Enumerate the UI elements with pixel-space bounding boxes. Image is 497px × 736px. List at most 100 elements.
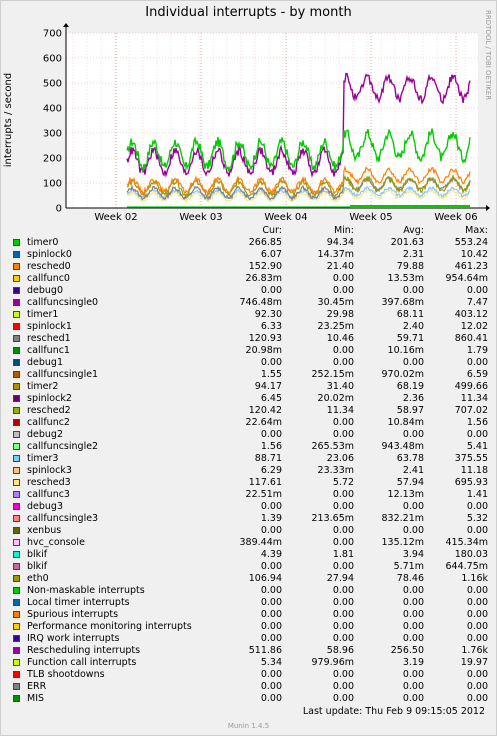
legend-avg-value: 2.41 <box>402 465 424 476</box>
legend-min-value: 0.00 <box>332 489 354 500</box>
legend-avg-value: 3.94 <box>402 549 424 560</box>
legend-row: debug3 0.00 0.00 0.00 0.00 <box>12 501 488 513</box>
legend-column-header: Avg: <box>403 225 424 236</box>
legend-series-name: debug0 <box>27 285 64 296</box>
legend-max-value: 695.93 <box>454 477 488 488</box>
y-axis-arrow <box>63 23 69 27</box>
legend-cur-value: 0.00 <box>260 597 282 608</box>
legend-row: blkif 4.39 1.81 3.94 180.03 <box>12 549 488 561</box>
legend-avg-value: 0.00 <box>402 501 424 512</box>
legend-max-value: 1.41 <box>466 489 488 500</box>
legend-max-value: 403.12 <box>454 309 488 320</box>
legend-swatch <box>13 647 20 654</box>
legend-min-value: 265.53m <box>311 441 355 452</box>
legend-series-name: hvc_console <box>27 537 85 548</box>
legend-series-name: spinlock0 <box>27 249 72 260</box>
y-tick-label: 600 <box>43 54 62 65</box>
legend-max-value: 180.03 <box>454 549 488 560</box>
legend-min-value: 94.34 <box>326 237 354 248</box>
legend-avg-value: 0.00 <box>402 597 424 608</box>
legend-swatch <box>13 275 20 282</box>
legend-min-value: 11.34 <box>326 405 354 416</box>
legend-row: callfuncsingle0 746.48m 30.45m 397.68m 7.47 <box>12 297 488 309</box>
legend-cur-value: 88.71 <box>254 453 282 464</box>
legend-cur-value: 22.51m <box>245 489 282 500</box>
legend-max-value: 0.00 <box>466 681 488 692</box>
legend-max-value: 0.00 <box>466 357 488 368</box>
legend-swatch <box>13 671 20 678</box>
legend-series-name: eth0 <box>27 573 49 584</box>
legend-cur-value: 120.42 <box>248 405 282 416</box>
legend-avg-value: 0.00 <box>402 357 424 368</box>
legend-max-value: 12.02 <box>460 321 488 332</box>
legend-avg-value: 58.97 <box>396 405 424 416</box>
legend-series-name: Performance monitoring interrupts <box>27 621 192 632</box>
legend-swatch <box>13 443 20 450</box>
legend-row: resched0 152.90 21.40 79.88 461.23 <box>12 261 488 273</box>
legend-row: TLB shootdowns 0.00 0.00 0.00 0.00 <box>12 669 488 681</box>
legend-swatch <box>13 383 20 390</box>
legend-row: spinlock2 6.45 20.02m 2.36 11.34 <box>12 393 488 405</box>
legend-cur-value: 0.00 <box>260 525 282 536</box>
legend-avg-value: 0.00 <box>402 693 424 704</box>
legend-avg-value: 135.12m <box>381 537 425 548</box>
legend-avg-value: 10.16m <box>387 345 424 356</box>
x-tick-label: Week 03 <box>179 212 222 223</box>
legend-avg-value: 3.19 <box>402 657 424 668</box>
legend-series-name: blkif <box>27 561 48 572</box>
legend-avg-value: 397.68m <box>381 297 425 308</box>
legend-row: callfunc1 20.98m 0.00 10.16m 1.79 <box>12 345 488 357</box>
legend-series-name: Local timer interrupts <box>27 597 130 608</box>
legend-row: Spurious interrupts 0.00 0.00 0.00 0.00 <box>12 609 488 621</box>
legend-cur-value: 1.55 <box>260 369 282 380</box>
legend-min-value: 0.00 <box>332 561 354 572</box>
legend-row: callfuncsingle3 1.39 213.65m 832.21m 5.32 <box>12 513 488 525</box>
legend-max-value: 1.56 <box>466 417 488 428</box>
legend-cur-value: 0.00 <box>260 585 282 596</box>
legend-row: debug0 0.00 0.00 0.00 0.00 <box>12 285 488 297</box>
legend-avg-value: 0.00 <box>402 633 424 644</box>
legend-min-value: 0.00 <box>332 429 354 440</box>
legend-cur-value: 22.64m <box>245 417 282 428</box>
legend-max-value: 375.55 <box>454 453 488 464</box>
legend-row: Local timer interrupts 0.00 0.00 0.00 0.00 <box>12 597 488 609</box>
legend-max-value: 954.64m <box>445 273 489 284</box>
legend-row: blkif 0.00 0.00 5.71m 644.75m <box>12 561 488 573</box>
legend-swatch <box>13 371 20 378</box>
legend-max-value: 0.00 <box>466 285 488 296</box>
legend-row: debug2 0.00 0.00 0.00 0.00 <box>12 429 488 441</box>
legend-avg-value: 13.53m <box>387 273 424 284</box>
legend-cur-value: 0.00 <box>260 501 282 512</box>
legend-cur-value: 0.00 <box>260 285 282 296</box>
x-axis-arrow <box>486 205 490 211</box>
legend-max-value: 5.32 <box>466 513 488 524</box>
legend-max-value: 0.00 <box>466 429 488 440</box>
legend-avg-value: 2.31 <box>402 249 424 260</box>
legend-row: Rescheduling interrupts 511.86 58.96 256.50… <box>12 645 488 657</box>
legend-min-value: 29.98 <box>326 309 354 320</box>
legend-swatch <box>13 407 20 414</box>
series-line-eth0 <box>126 173 471 199</box>
plot-background <box>66 33 478 208</box>
legend-swatch <box>13 659 20 666</box>
legend-max-value: 415.34m <box>445 537 489 548</box>
legend-avg-value: 10.84m <box>387 417 424 428</box>
legend-row: timer1 92.30 29.98 68.11 403.12 <box>12 309 488 321</box>
legend-cur-value: 152.90 <box>248 261 282 272</box>
x-tick-label: Week 06 <box>434 212 477 223</box>
legend-max-value: 0.00 <box>466 693 488 704</box>
legend-avg-value: 201.63 <box>390 237 424 248</box>
legend-avg-value: 0.00 <box>402 621 424 632</box>
legend-max-value: 461.23 <box>454 261 488 272</box>
munin-version: Munin 1.4.5 <box>227 722 270 730</box>
legend-series-name: ERR <box>27 681 47 692</box>
legend-swatch <box>13 251 20 258</box>
legend-swatch <box>13 551 20 558</box>
legend-swatch <box>13 347 20 354</box>
legend-swatch <box>13 563 20 570</box>
legend-min-value: 0.00 <box>332 285 354 296</box>
legend-cur-value: 389.44m <box>239 537 283 548</box>
legend-swatch <box>13 491 20 498</box>
legend-cur-value: 0.00 <box>260 357 282 368</box>
legend-series-name: spinlock2 <box>27 393 72 404</box>
